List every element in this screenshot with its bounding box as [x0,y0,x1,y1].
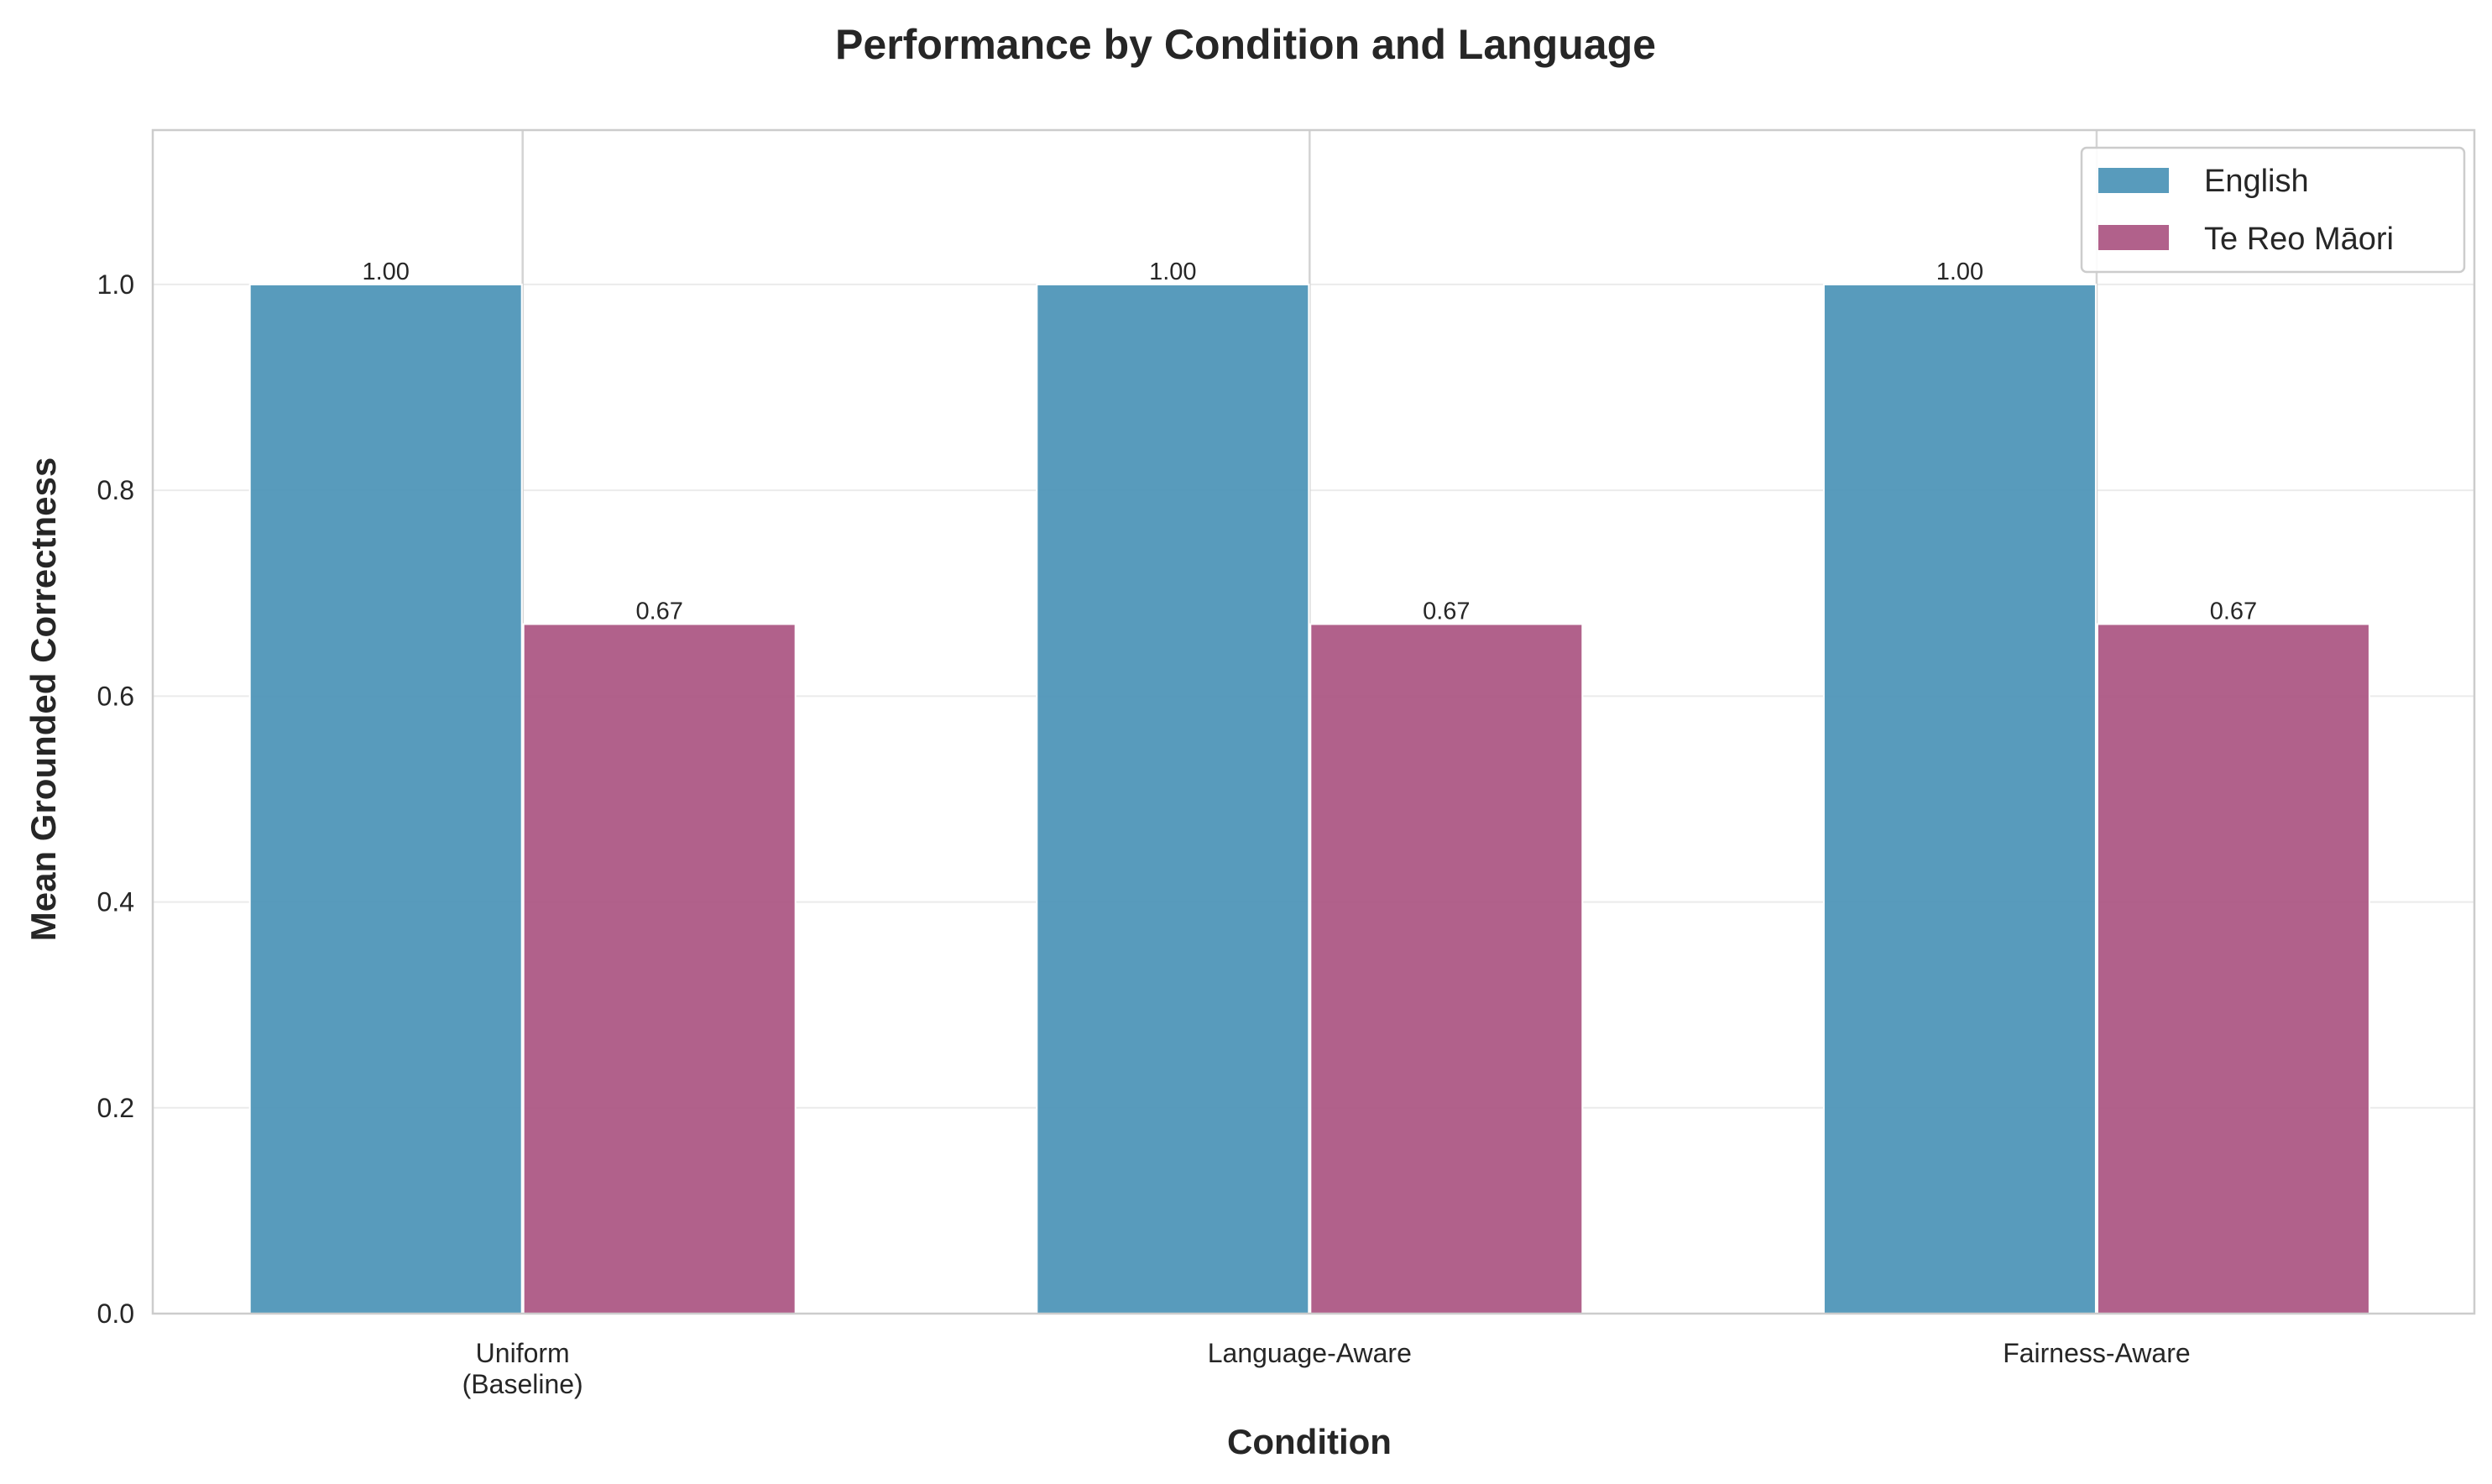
value-label-series-1-cat-1: 0.67 [1423,598,1470,625]
x-tick-label-1: Language-Aware [1208,1338,1412,1368]
bar-series-1-cat-0 [522,623,797,1314]
y-tick-label-2: 0.4 [97,887,134,917]
x-tick-label-0-line-0: Uniform [476,1338,570,1368]
bar-series-1-cat-2 [2096,623,2370,1314]
value-labels: 1.00 1.00 1.00 0.67 0.67 0.67 [362,259,2257,625]
bar-series-0-cat-2 [1822,283,2097,1314]
legend-swatch-english [2098,168,2169,193]
y-tick-label-3: 0.6 [97,681,134,711]
chart-title: Performance by Condition and Language [835,21,1656,68]
legend-label-te-reo-maori: Te Reo Māori [2204,222,2394,257]
y-axis-ticks: 0.0 0.2 0.4 0.6 0.8 1.0 [97,269,134,1329]
x-tick-label-1-line-0: Language-Aware [1208,1338,1412,1368]
value-label-series-1-cat-0: 0.67 [635,598,682,625]
plot-frame [151,128,2476,1315]
x-tick-label-2-line-0: Fairness-Aware [2003,1338,2190,1368]
x-axis-ticks: Uniform (Baseline) Language-Aware Fairness-… [462,1338,2191,1399]
legend-swatch-te-reo-maori [2098,225,2169,250]
value-label-series-1-cat-2: 0.67 [2210,598,2257,625]
bars [248,283,2370,1314]
bar-series-0-cat-0 [248,283,523,1314]
x-tick-label-2: Fairness-Aware [2003,1338,2190,1368]
bar-series-1-cat-1 [1309,623,1584,1314]
y-tick-label-5: 1.0 [97,269,134,300]
value-label-series-0-cat-0: 1.00 [362,259,409,285]
bar-series-0-cat-1 [1036,283,1310,1314]
x-axis-label: Condition [1227,1422,1392,1461]
legend-box [2080,146,2466,274]
y-axis-label: Mean Grounded Correctness [24,457,63,941]
y-tick-label-0: 0.0 [97,1298,134,1329]
legend-label-english: English [2204,164,2309,199]
value-label-series-0-cat-2: 1.00 [1936,259,1983,285]
y-tick-label-1: 0.2 [97,1093,134,1123]
x-tick-label-0-line-1: (Baseline) [462,1369,583,1399]
x-tick-label-0: Uniform (Baseline) [462,1338,583,1399]
legend: English Te Reo Māori [2080,146,2466,274]
y-tick-label-4: 0.8 [97,475,134,505]
value-label-series-0-cat-1: 1.00 [1149,259,1196,285]
